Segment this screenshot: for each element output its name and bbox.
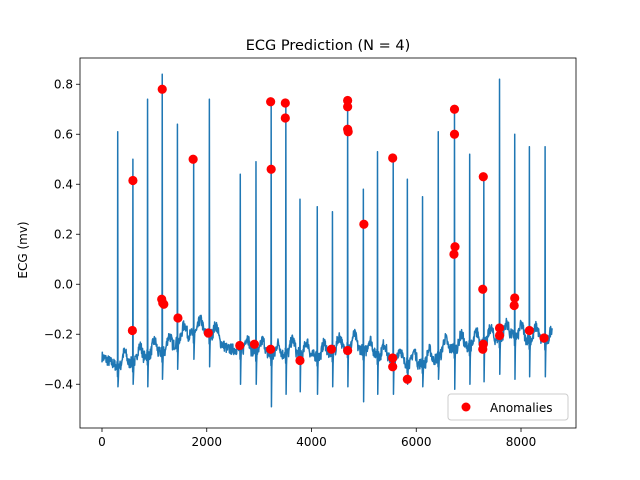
anomaly-point [249,339,260,349]
anomaly-point [388,353,398,363]
anomaly-point [280,98,290,108]
y-tick-label: −0.4 [44,377,73,391]
ecg-line [101,73,553,408]
legend: Anomalies [447,393,569,421]
anomaly-point [188,154,198,164]
anomaly-point [343,102,353,112]
anomaly-point [478,344,488,354]
x-tick-label: 8000 [506,435,537,449]
anomaly-point [235,340,245,351]
x-tick-label: 4000 [296,435,327,449]
anomaly-point [343,127,353,137]
anomaly-point [449,129,460,139]
chart-title: ECG Prediction (N = 4) [246,38,411,54]
anomaly-point [127,325,137,336]
anomaly-point [280,113,290,123]
y-axis-ticks: −0.4 −0.2 0.0 0.2 0.4 0.6 0.8 [44,77,80,391]
axes-frame [79,57,577,429]
anomaly-point [539,333,549,343]
y-tick-label: 0.8 [54,77,73,91]
legend-box [447,393,569,421]
anomaly-point [266,97,276,107]
anomaly-point [510,293,520,303]
legend-label-anomalies: Anomalies [490,401,553,415]
y-tick-label: 0.4 [54,177,73,191]
anomaly-point [266,164,276,174]
anomaly-point [359,219,369,229]
legend-anomaly-marker [461,402,471,412]
anomaly-point [203,328,213,338]
anomaly-point [388,153,398,163]
anomaly-point [509,300,519,311]
y-tick-label: 0.2 [54,227,73,241]
anomaly-point [524,325,534,336]
x-axis-ticks: 0 2000 4000 6000 8000 [98,428,536,449]
anomaly-point [449,104,460,114]
anomaly-point [343,345,353,356]
anomaly-point [128,175,138,186]
anomaly-point [402,374,412,384]
anomaly-point [157,84,167,94]
y-tick-label: 0.6 [54,127,73,141]
anomaly-point [478,284,488,294]
plot-area [101,73,553,408]
y-tick-label: −0.2 [44,327,73,341]
y-tick-label: 0.0 [54,277,73,291]
anomaly-point [266,344,276,354]
anomaly-point [173,313,183,323]
x-tick-label: 6000 [401,435,432,449]
anomaly-point [326,344,337,354]
x-tick-label: 2000 [191,435,222,449]
anomaly-point [388,362,398,372]
x-tick-label: 0 [98,435,106,449]
anomaly-point [494,330,505,341]
anomaly-point [449,249,459,259]
anomaly-point [478,172,488,182]
y-axis-label: ECG (mv) [16,221,30,278]
anomaly-point [295,355,305,366]
anomaly-point [494,323,505,333]
anomaly-points [127,84,549,384]
anomaly-point [450,242,460,252]
anomaly-point [159,299,169,309]
